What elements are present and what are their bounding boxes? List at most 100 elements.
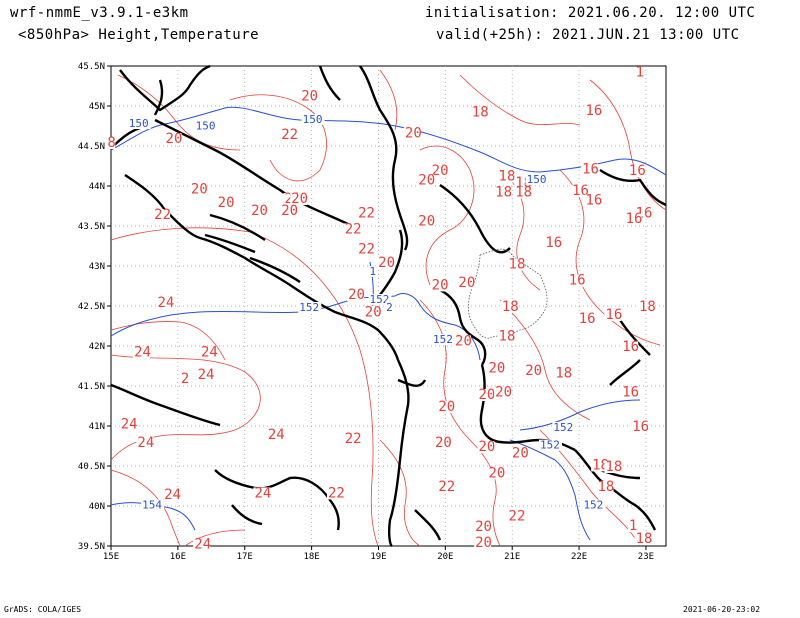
temperature-label: 20: [478, 439, 495, 455]
temperature-label: 8: [107, 135, 115, 151]
height-label: 154: [142, 499, 162, 512]
model-title: wrf-nmmE_v3.9.1-e3km: [10, 5, 189, 21]
coastline: [209, 213, 266, 241]
temperature-label: 22: [345, 221, 362, 237]
label-background: [253, 487, 271, 500]
label-background: [179, 373, 189, 385]
temperature-label: 2: [181, 371, 189, 387]
label-background: [290, 193, 308, 205]
temperature-label: 20: [488, 361, 505, 377]
label-background: [507, 258, 525, 271]
label-background: [199, 346, 217, 359]
temperature-label: 20: [348, 287, 365, 303]
temperature-label: 20: [512, 445, 529, 461]
label-background: [500, 301, 518, 313]
height-label: 152: [299, 301, 319, 314]
label-background: [106, 137, 116, 149]
height-label: 1: [369, 265, 376, 278]
label-background: [524, 365, 542, 377]
temperature-label: 20: [418, 173, 435, 189]
label-background: [216, 197, 234, 209]
temperature-label: 16: [622, 385, 639, 401]
label-background: [552, 422, 576, 433]
height-contour: [519, 399, 641, 431]
label-background: [582, 499, 606, 511]
label-background: [497, 330, 515, 343]
temperature-label: 16: [622, 339, 639, 355]
label-background: [577, 313, 595, 325]
temperature-label: 18: [606, 459, 623, 475]
temperature-label: 16: [632, 419, 649, 435]
temperature-label: 18: [555, 365, 572, 381]
temperature-label: 20: [405, 125, 422, 141]
lat-tick-label: 43N: [89, 262, 105, 272]
temperature-contour: [459, 74, 581, 126]
label-background: [571, 185, 589, 197]
temperature-label: 20: [458, 275, 475, 291]
label-background: [487, 362, 505, 375]
temperature-label: 20: [166, 131, 183, 147]
temperature-label: 24: [164, 487, 181, 503]
border: [599, 169, 667, 207]
temperature-label: 20: [365, 305, 382, 321]
coastline: [154, 118, 351, 227]
label-background: [357, 243, 375, 256]
label-background: [634, 533, 652, 545]
label-background: [497, 170, 515, 183]
temperature-label: 20: [191, 181, 208, 197]
temperature-label: 20: [251, 203, 268, 219]
lat-tick-label: 42.5N: [78, 302, 105, 312]
label-background: [194, 120, 218, 132]
lat-tick-label: 41N: [89, 422, 105, 432]
temperature-label: 16: [626, 211, 643, 227]
label-background: [368, 294, 392, 305]
label-background: [584, 105, 602, 117]
temperature-contour: [419, 145, 475, 286]
label-background: [377, 257, 395, 269]
temperature-label: 18: [636, 531, 653, 547]
temperature-label: 20: [281, 203, 298, 219]
label-background: [430, 165, 448, 177]
border: [439, 288, 487, 366]
valid-time: valid(+25h): 2021.JUN.21 13:00 UTC: [436, 27, 740, 43]
label-background: [637, 301, 655, 313]
lon-tick-label: 16E: [170, 552, 186, 562]
temperature-label: 16: [582, 161, 599, 177]
temperature-label: 22: [154, 207, 171, 223]
temperature-label: 22: [438, 479, 455, 495]
border: [439, 184, 511, 254]
border: [574, 449, 657, 531]
temperature-label: 24: [137, 435, 154, 451]
lon-tick-label: 18E: [303, 552, 319, 562]
label-background: [525, 174, 549, 185]
lat-tick-label: 44.5N: [78, 142, 105, 152]
temperature-contour: [469, 439, 501, 547]
label-background: [510, 447, 528, 460]
border: [619, 319, 651, 356]
temperature-contour: [589, 79, 667, 211]
label-background: [266, 429, 284, 441]
temperature-label: 24: [157, 295, 174, 311]
temperature-label: 16: [569, 273, 586, 289]
label-background: [474, 521, 492, 533]
height-label: 150: [527, 173, 547, 186]
temperature-label: 20: [455, 333, 472, 349]
height-label: 152: [583, 499, 603, 512]
internal-boundaries: [467, 248, 548, 339]
label-background: [437, 401, 455, 413]
temperature-contour: [184, 529, 246, 547]
coastline: [119, 64, 211, 112]
border: [609, 359, 641, 386]
temperature-label: 20: [475, 535, 492, 551]
label-background: [494, 186, 512, 199]
temperature-label: 18: [597, 479, 614, 495]
temperature-label: 20: [378, 255, 395, 271]
temperature-contour: [499, 299, 591, 421]
temperature-label: 18: [472, 105, 489, 121]
label-background: [631, 421, 649, 433]
axis-ticks: 15E 16E 17E 18E 19E 20E 21E 22E 23E 39.5N 40N 40.5N…: [78, 62, 654, 562]
label-background: [193, 538, 211, 551]
temperature-label: 24: [121, 417, 138, 433]
label-background: [385, 302, 395, 313]
